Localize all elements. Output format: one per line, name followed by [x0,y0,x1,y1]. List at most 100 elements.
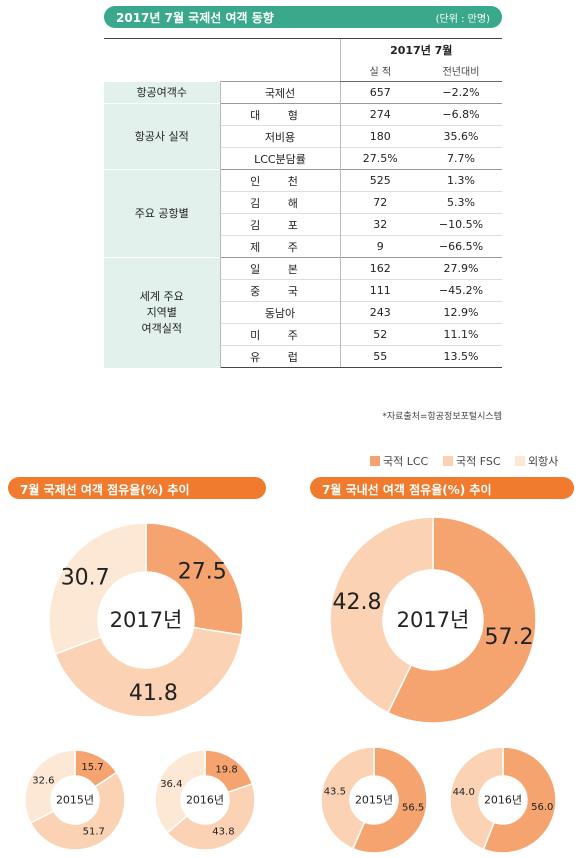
table-row: 중 국 111 −45.2% [104,279,502,302]
donut-slice [24,749,76,824]
table-title-banner: 2017년 7월 국제선 여객 동향 (단위 : 만명) [104,6,502,28]
table-row: 미 주 52 11.1% [104,323,502,346]
slice-value-label: 19.8 [215,764,237,775]
donut-center-label: 2017년 [397,608,470,632]
table-row: 제 주 9 −66.5% [104,235,502,258]
yoy-value: 11.1% [420,323,502,346]
yoy-value: −2.2% [420,81,502,104]
slice-value-label: 32.6 [32,775,54,786]
slice-value-label: 43.8 [212,827,234,838]
actual-value: 9 [339,235,420,258]
item-label: 인 천 [220,169,340,192]
slice-value-label: 43.5 [324,786,346,797]
item-label: 국제선 [220,81,340,104]
donut-slice [351,746,428,854]
item-label: 동남아 [220,301,340,324]
actual-value: 111 [339,279,420,302]
item-label: 대 형 [220,103,340,126]
slice-value-label: 42.8 [332,590,381,615]
yoy-value: 12.9% [420,301,502,324]
slice-value-label: 51.7 [83,826,105,837]
yoy-value: −66.5% [420,235,502,258]
yoy-value: 13.5% [420,345,502,368]
legend-item: 외항사 [515,453,558,469]
legend-swatch [515,456,525,466]
legend-swatch [443,456,453,466]
donut-slice [449,746,504,851]
legend-swatch [370,456,380,466]
table-row: 김 해 72 5.3% [104,191,502,214]
actual-value: 180 [339,125,420,148]
table-row: 동남아 243 12.9% [104,301,502,324]
item-label: LCC분담률 [220,147,340,170]
donut-slice [386,516,537,724]
slice-value-label: 44.0 [453,787,475,798]
donut-slice [48,522,147,655]
donut-slice [482,746,557,854]
legend-label: 국적 FSC [456,455,501,468]
table-row: 주요 공항별 인 천 525 1.3% [104,169,502,258]
domestic-panel-title: 7월 국내선 여객 점유율(%) 추이 [310,477,574,499]
yoy-value: 7.7% [420,147,502,170]
table-title: 2017년 7월 국제선 여객 동향 [116,11,274,25]
slice-value-label: 57.2 [485,625,534,650]
donut-center-label: 2016년 [186,794,224,807]
donut-slice [54,626,243,718]
actual-value: 274 [339,103,420,126]
slice-value-label: 56.5 [402,803,424,814]
actual-value: 27.5% [339,147,420,170]
table-row: 항공사 실적 대 형 274 −6.8% [104,103,502,170]
international-panel-title-text: 7월 국제선 여객 점유율(%) 추이 [20,483,190,497]
item-label: 유 럽 [220,345,340,368]
donut-slice [154,749,206,834]
group-label-line: 지역별 [146,305,177,319]
period-header: 2017년 7월 [339,38,502,60]
item-label: 제 주 [220,235,340,258]
unit-label: (단위 : 만명) [435,14,490,25]
actual-value: 657 [339,81,420,104]
table-row: 유 럽 55 13.5% [104,345,502,368]
yoy-value: 35.6% [420,125,502,148]
actual-value: 162 [339,257,420,280]
actual-value: 32 [339,213,420,236]
statistics-table: 2017년 7월 실 적 전년대비 항공여객수 국제선 657 −2.2% 항공… [104,38,502,368]
table-row: 세계 주요 지역별 여객실적 일 본 162 27.9% [104,257,502,368]
donut-center-label: 2015년 [355,794,393,807]
legend-label: 외항사 [528,455,559,468]
item-label: 중 국 [220,279,340,302]
yoy-value: −45.2% [420,279,502,302]
donut-slice [145,522,244,637]
group-label-line: 세계 주요 [139,289,184,303]
yoy-value: 5.3% [420,191,502,214]
item-label: 일 본 [220,257,340,280]
slice-value-label: 41.8 [129,681,178,706]
donut-center-label: 2016년 [484,794,522,807]
domestic-panel-title-text: 7월 국내선 여객 점유율(%) 추이 [322,483,492,497]
actual-value: 72 [339,191,420,214]
donut-slice [29,771,126,851]
yoy-value: 27.9% [420,257,502,280]
actual-value: 525 [339,169,420,192]
item-label: 김 포 [220,213,340,236]
slice-value-label: 27.5 [178,559,227,584]
actual-value: 55 [339,345,420,368]
actual-value: 243 [339,301,420,324]
donut-chart: 56.0 44.0 2016년 [449,746,557,854]
table-row: 김 포 32 −10.5% [104,213,502,236]
donut-chart: 57.2 42.8 2017년 [329,516,537,724]
table-row: LCC분담률 27.5% 7.7% [104,147,502,170]
group-label: 항공여객수 [104,81,221,104]
item-label: 김 해 [220,191,340,214]
legend-label: 국적 LCC [383,455,429,468]
item-label: 저비용 [220,125,340,148]
yoy-value: −10.5% [420,213,502,236]
donut-center-label: 2015년 [56,794,94,807]
actual-value: 52 [339,323,420,346]
group-label-line: 여객실적 [141,321,182,335]
donut-chart: 19.8 43.8 36.4 2016년 [154,749,256,851]
group-label: 항공사 실적 [104,103,221,170]
donut-slice [320,746,375,850]
international-panel-title: 7월 국제선 여객 점유율(%) 추이 [8,477,266,499]
donut-chart: 56.5 43.5 2015년 [320,746,428,854]
